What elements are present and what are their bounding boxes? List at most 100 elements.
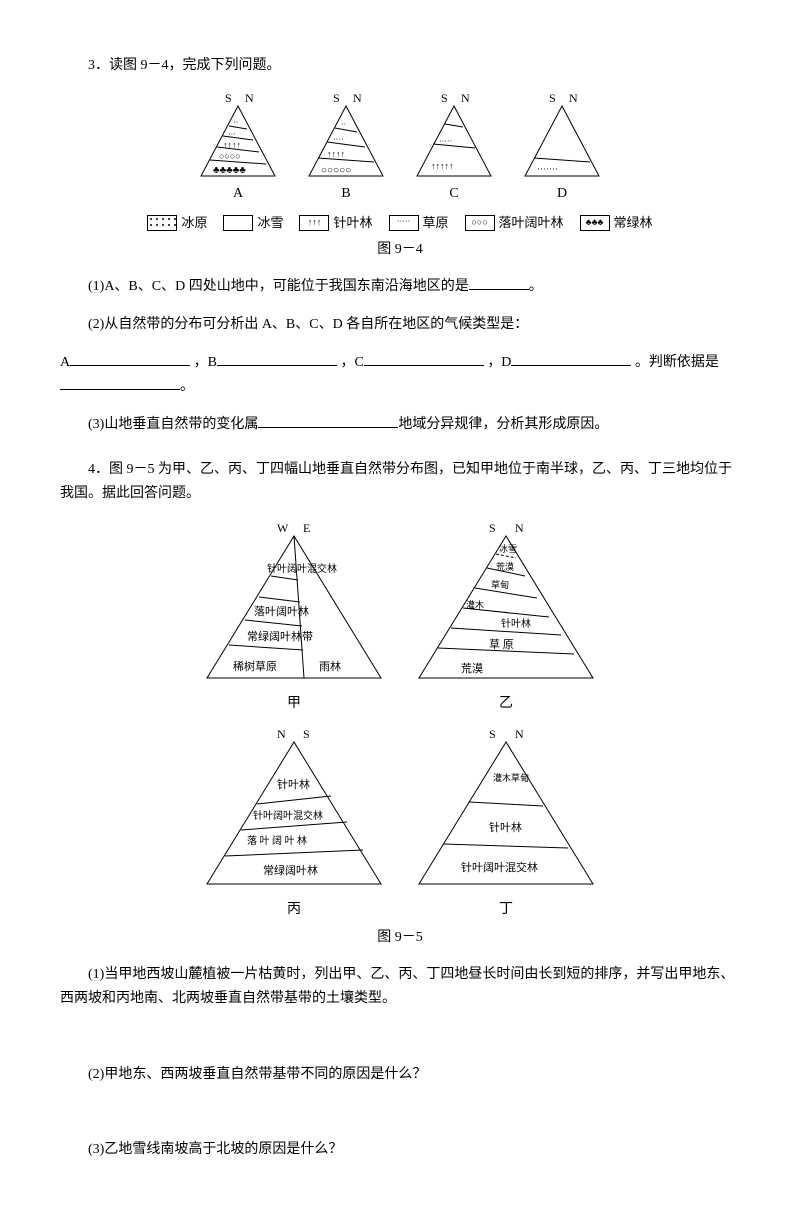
mountain-b-label: B <box>303 182 389 206</box>
bing-svg: N S 针叶林 针叶阔叶混交林 落 叶 阔 叶 林 常绿阔叶林 <box>199 726 389 896</box>
pattern-icon <box>147 215 177 231</box>
svg-text:针叶阔叶混交林: 针叶阔叶混交林 <box>267 562 337 575</box>
q3-sub1: (1)A、B、C、D 四处山地中，可能位于我国东南沿海地区的是。 <box>60 275 740 299</box>
svg-text:W: W <box>277 521 289 535</box>
yi-label: 乙 <box>411 692 601 716</box>
svg-text:灌木: 灌木 <box>466 599 484 610</box>
svg-text:荒漠: 荒漠 <box>496 562 514 572</box>
triangle-d-svg: S N ······· <box>519 92 605 180</box>
mountain-yi: S N 冰雪 荒漠 草甸 灌木 针叶林 草 原 荒漠 乙 <box>411 520 601 716</box>
svg-text:·····: ····· <box>439 137 452 146</box>
svg-text:S: S <box>303 727 310 741</box>
q3-sub2a: (2)从自然带的分布可分析出 A、B、C、D 各自所在地区的气候类型是： <box>60 313 740 337</box>
legend-changlv: ♣♣♣常绿林 <box>580 212 653 234</box>
q4-row2: N S 针叶林 针叶阔叶混交林 落 叶 阔 叶 林 常绿阔叶林 丙 S N <box>60 726 740 922</box>
legend-luoye: ○○○落叶阔叶林 <box>465 212 564 234</box>
svg-text:灌木草甸: 灌木草甸 <box>493 772 529 783</box>
blank-input[interactable] <box>60 375 180 390</box>
pattern-icon <box>223 215 253 231</box>
question-3: 3．读图 9－4，完成下列问题。 S N ♣♣♣♣♣ ○○○○ ↑↑↑↑ ···… <box>60 54 740 436</box>
mountain-ding: S N 灌木草甸 针叶林 针叶阔叶混交林 丁 <box>411 726 601 922</box>
svg-text:S: S <box>549 92 556 105</box>
svg-text:N: N <box>461 92 470 105</box>
svg-text:N: N <box>515 727 524 741</box>
bing-label: 丙 <box>199 898 389 922</box>
pattern-icon: ○○○ <box>465 215 495 231</box>
svg-text:·······: ······· <box>537 164 558 174</box>
question-4: 4．图 9－5 为甲、乙、丙、丁四幅山地垂直自然带分布图，已知甲地位于南半球，乙… <box>60 458 740 1162</box>
jia-label: 甲 <box>199 692 389 716</box>
q4-fig-label: 图 9－5 <box>60 926 740 950</box>
mountain-b: S N ○○○○○ ↑↑↑↑ ···· ·· B <box>303 92 389 206</box>
svg-text:雨林: 雨林 <box>319 659 341 673</box>
svg-text:S: S <box>489 727 496 741</box>
q4-sub3: (3)乙地雪线南坡高于北坡的原因是什么？ <box>60 1138 740 1162</box>
blank-input[interactable] <box>217 351 337 366</box>
svg-text:针叶林: 针叶林 <box>277 777 310 791</box>
svg-text:落叶阔叶林: 落叶阔叶林 <box>254 604 309 618</box>
svg-text:↑↑↑↑: ↑↑↑↑ <box>327 149 345 159</box>
blank-input[interactable] <box>364 351 484 366</box>
svg-text:○○○○: ○○○○ <box>219 151 241 161</box>
blank-input[interactable] <box>511 351 631 366</box>
legend-bingxue: 冰雪 <box>223 212 283 234</box>
svg-text:稀树草原: 稀树草原 <box>233 659 277 673</box>
svg-text:落 叶 阔 叶 林: 落 叶 阔 叶 林 <box>247 834 307 847</box>
mountain-jia: W E 针叶阔叶混交林 落叶阔叶林 常绿阔叶林带 稀树草原 雨林 甲 <box>199 520 389 716</box>
svg-text:草 原: 草 原 <box>489 638 514 651</box>
svg-text:○○○○○: ○○○○○ <box>321 165 351 176</box>
ding-svg: S N 灌木草甸 针叶林 针叶阔叶混交林 <box>411 726 601 896</box>
q3-legend: 冰原 冰雪 ↑↑↑针叶林 ·····草原 ○○○落叶阔叶林 ♣♣♣常绿林 <box>60 212 740 234</box>
q4-sub1: (1)当甲地西坡山麓植被一片枯黄时，列出甲、乙、丙、丁四地昼长时间由长到短的排序… <box>60 963 740 1011</box>
svg-text:↑↑↑↑: ↑↑↑↑ <box>223 140 241 150</box>
svg-text:针叶林: 针叶林 <box>489 820 522 834</box>
svg-text:常绿阔叶林: 常绿阔叶林 <box>263 863 318 877</box>
s-label: S <box>225 92 232 105</box>
blank-input[interactable] <box>258 413 398 428</box>
q3-sub3: (3)山地垂直自然带的变化属地域分异规律，分析其形成原因。 <box>60 413 740 437</box>
mountain-c: S N ↑↑↑↑↑ ····· C <box>411 92 497 206</box>
svg-text:荒漠: 荒漠 <box>461 662 483 675</box>
q3-header: 3．读图 9－4，完成下列问题。 <box>60 54 740 78</box>
svg-text:··: ·· <box>341 120 346 129</box>
svg-text:常绿阔叶林带: 常绿阔叶林带 <box>247 629 313 643</box>
jia-svg: W E 针叶阔叶混交林 落叶阔叶林 常绿阔叶林带 稀树草原 雨林 <box>199 520 389 690</box>
q4-header: 4．图 9－5 为甲、乙、丙、丁四幅山地垂直自然带分布图，已知甲地位于南半球，乙… <box>60 458 740 506</box>
svg-text:↑↑↑↑↑: ↑↑↑↑↑ <box>431 161 454 171</box>
q4-sub2: (2)甲地东、西两坡垂直自然带基带不同的原因是什么？ <box>60 1063 740 1087</box>
mountain-d: S N ······· D <box>519 92 605 206</box>
svg-text:针叶阔叶混交林: 针叶阔叶混交林 <box>461 860 538 874</box>
blank-input[interactable] <box>70 351 190 366</box>
triangle-c-svg: S N ↑↑↑↑↑ ····· <box>411 92 497 180</box>
svg-text:S: S <box>489 521 496 535</box>
pattern-icon: ↑↑↑ <box>299 215 329 231</box>
svg-text:S: S <box>333 92 340 105</box>
triangle-b-svg: S N ○○○○○ ↑↑↑↑ ···· ·· <box>303 92 389 180</box>
blank-input[interactable] <box>469 275 529 290</box>
svg-text:♣♣♣♣♣: ♣♣♣♣♣ <box>213 165 246 176</box>
svg-text:····: ···· <box>333 135 344 144</box>
svg-text:N: N <box>515 521 524 535</box>
svg-text:针叶阔叶混交林: 针叶阔叶混交林 <box>253 809 323 822</box>
q4-row1: W E 针叶阔叶混交林 落叶阔叶林 常绿阔叶林带 稀树草原 雨林 甲 S N <box>60 520 740 716</box>
svg-text:N: N <box>353 92 362 105</box>
svg-text:E: E <box>303 521 310 535</box>
q3-fig-label: 图 9－4 <box>60 238 740 262</box>
svg-text:··: ·· <box>233 118 238 127</box>
svg-text:N: N <box>569 92 578 105</box>
svg-text:冰雪: 冰雪 <box>499 543 517 554</box>
svg-text:针叶林: 针叶林 <box>501 617 531 630</box>
q3-sub2b: A ，B ，C ，D 。判断依据是 。 <box>60 351 740 399</box>
legend-caoyuan: ·····草原 <box>389 212 449 234</box>
mountain-c-label: C <box>411 182 497 206</box>
svg-text:···: ··· <box>228 130 236 139</box>
ding-label: 丁 <box>411 898 601 922</box>
svg-text:S: S <box>441 92 448 105</box>
svg-text:草甸: 草甸 <box>491 579 509 590</box>
yi-svg: S N 冰雪 荒漠 草甸 灌木 针叶林 草 原 荒漠 <box>411 520 601 690</box>
legend-bingyuan: 冰原 <box>147 212 207 234</box>
mountain-a-label: A <box>195 182 281 206</box>
pattern-icon: ····· <box>389 215 419 231</box>
mountain-a: S N ♣♣♣♣♣ ○○○○ ↑↑↑↑ ··· ·· A <box>195 92 281 206</box>
mountain-d-label: D <box>519 182 605 206</box>
